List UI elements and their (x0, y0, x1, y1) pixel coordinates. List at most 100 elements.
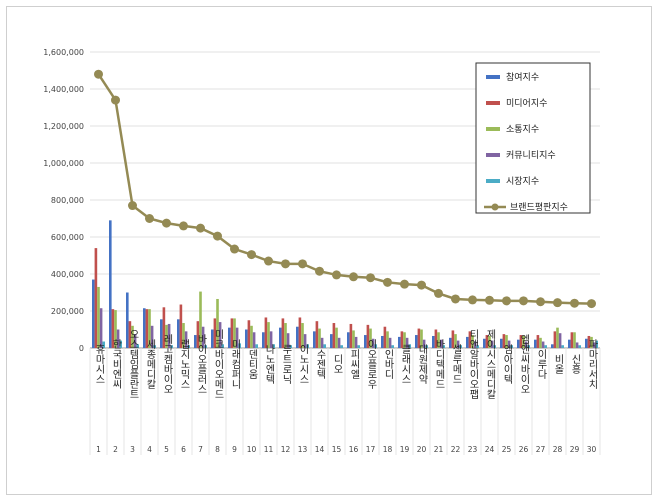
bar (347, 332, 350, 348)
line-point (587, 299, 596, 309)
bar (541, 341, 545, 348)
category-label: 휴마시스 (93, 344, 105, 384)
bar (357, 345, 360, 348)
line-point (128, 201, 137, 211)
bar (398, 336, 401, 348)
bar (456, 340, 460, 348)
category-number: 5 (164, 445, 169, 454)
category-label: 디오 (331, 354, 343, 374)
bar (148, 309, 151, 348)
line-point (315, 266, 324, 276)
category-number: 9 (232, 445, 237, 454)
bar (422, 339, 426, 348)
bar (476, 345, 479, 348)
bar (400, 331, 404, 348)
category-label: 엠아이텍 (501, 344, 513, 385)
bar (510, 345, 513, 348)
bar (459, 345, 462, 348)
category-label: 오스템임플란트 (127, 329, 139, 399)
category-label: 인바디 (382, 349, 394, 380)
category-number: 12 (281, 445, 291, 454)
legend-label: 참여지수 (506, 71, 539, 83)
bar (332, 323, 336, 348)
bar (213, 318, 217, 348)
bar (279, 327, 282, 348)
bar (371, 338, 375, 348)
bar (553, 331, 557, 348)
bar (126, 292, 129, 348)
category-label: 비올 (552, 354, 564, 374)
bar (182, 323, 185, 348)
category-number: 13 (298, 445, 308, 454)
bar (315, 321, 319, 348)
y-tick-label: 1,600,000 (43, 48, 84, 57)
category-number: 27 (536, 445, 546, 454)
bar (536, 335, 540, 348)
y-tick-label: 800,000 (51, 196, 84, 205)
bar (228, 327, 231, 348)
bar (177, 319, 180, 348)
category-label: 미코바이오메드 (212, 329, 224, 399)
bar (592, 342, 596, 348)
bar (320, 337, 324, 348)
bar (143, 308, 146, 348)
category-number: 20 (417, 445, 427, 454)
bar (116, 329, 120, 348)
bar (488, 335, 491, 348)
bar (383, 326, 387, 348)
bar (162, 307, 166, 348)
category-label: 나노엔텍 (263, 344, 275, 385)
category-number: 19 (400, 445, 410, 454)
legend-swatch (486, 101, 500, 105)
legend-label: 시장지수 (506, 176, 539, 187)
bar (201, 326, 205, 348)
category-number: 18 (383, 445, 393, 454)
bar (573, 332, 576, 348)
category-label: 클래시스 (399, 344, 411, 384)
legend-box (475, 62, 591, 214)
category-label: 제이시스메디칼 (484, 329, 496, 399)
bar (335, 327, 338, 348)
legend-swatch (486, 179, 500, 183)
bar (466, 336, 469, 348)
bar (199, 291, 202, 348)
bar (434, 329, 438, 348)
bar (133, 334, 137, 348)
bar (349, 323, 353, 348)
legend-swatch (486, 75, 500, 79)
bar (167, 323, 171, 348)
bar (425, 345, 428, 348)
bar (561, 345, 564, 348)
category-label: 덴티움 (246, 349, 258, 379)
line-point (145, 214, 154, 223)
category-number: 23 (468, 445, 478, 454)
bar (264, 317, 268, 348)
bar (483, 338, 486, 348)
bar (354, 336, 358, 348)
category-label: 피씨엘 (348, 349, 360, 379)
bar (539, 337, 542, 348)
bar (437, 332, 440, 348)
bar (417, 328, 421, 348)
bar (179, 304, 183, 348)
bar (284, 323, 287, 348)
y-tick-label: 400,000 (51, 270, 84, 279)
bar (420, 329, 423, 348)
bar (473, 341, 477, 348)
bar (235, 327, 239, 348)
category-label: 레고켐바이오 (161, 334, 173, 394)
bar (131, 325, 134, 348)
category-label: 세종메디칼 (144, 339, 156, 389)
line-point (264, 256, 273, 266)
bar (439, 339, 443, 348)
category-number: 25 (502, 445, 512, 454)
line-point (502, 296, 511, 306)
category-number: 28 (553, 445, 563, 454)
bar (269, 331, 273, 348)
line-point (298, 259, 307, 269)
line-point (94, 69, 103, 79)
bar (585, 338, 588, 348)
bar (471, 335, 474, 348)
bar (238, 343, 241, 348)
